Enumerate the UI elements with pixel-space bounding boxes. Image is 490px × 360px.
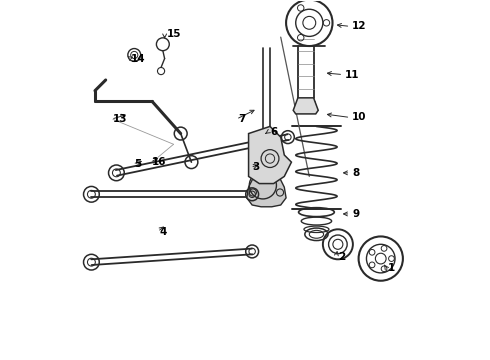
Text: 9: 9 [352,209,359,219]
Text: 5: 5 [134,159,142,169]
Text: 4: 4 [159,227,167,237]
Text: 6: 6 [270,127,277,137]
Text: 13: 13 [113,114,127,124]
Polygon shape [247,176,286,207]
Text: 16: 16 [152,157,167,167]
Text: 10: 10 [352,112,367,122]
Text: 14: 14 [131,54,146,64]
Text: 12: 12 [352,21,367,31]
Text: 7: 7 [238,114,245,124]
Polygon shape [248,126,292,184]
Text: 15: 15 [167,28,181,39]
Text: 1: 1 [388,262,395,273]
Text: 8: 8 [352,168,360,178]
Text: 2: 2 [338,252,345,262]
Text: 11: 11 [345,69,360,80]
Polygon shape [293,98,318,114]
Text: 3: 3 [252,162,259,172]
